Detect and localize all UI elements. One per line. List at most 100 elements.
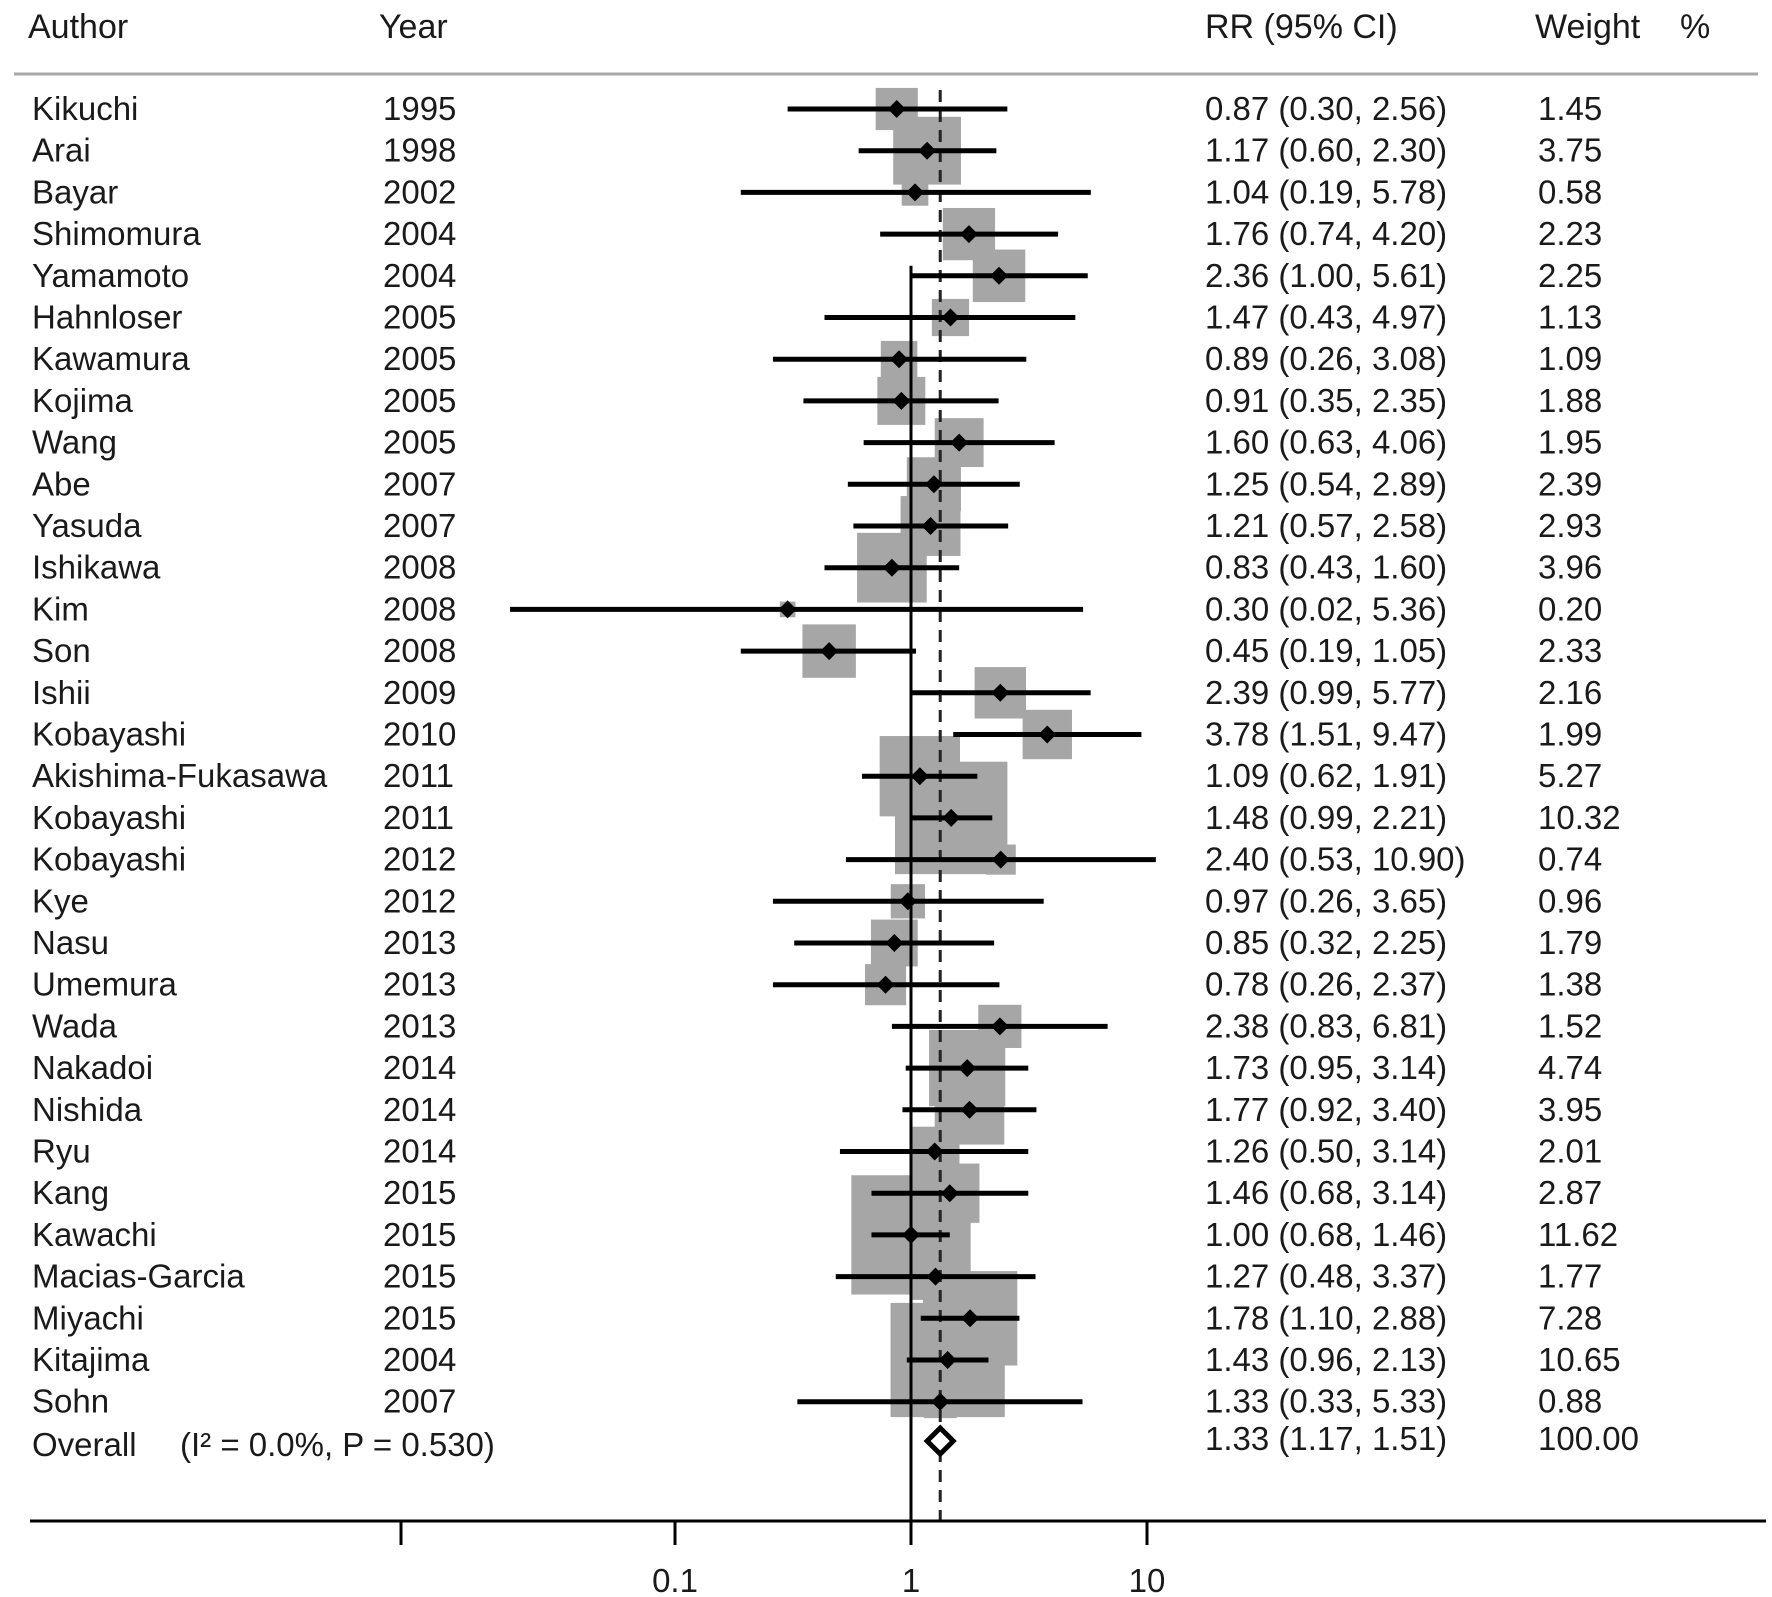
- study-year: 2015: [383, 1299, 456, 1336]
- study-weight: 1.13: [1538, 299, 1602, 336]
- study-year: 2007: [383, 1383, 456, 1420]
- study-weight: 2.23: [1538, 215, 1602, 252]
- point-estimate-marker: [961, 1309, 980, 1328]
- study-author: Yamamoto: [32, 257, 189, 294]
- x-axis-tick-label: 1: [902, 1562, 920, 1597]
- point-estimate-marker: [906, 183, 925, 202]
- study-year: 2008: [383, 632, 456, 669]
- study-author: Miyachi: [32, 1299, 144, 1336]
- study-weight: 3.96: [1538, 549, 1602, 586]
- study-weight: 3.75: [1538, 132, 1602, 169]
- study-rr-ci: 1.21 (0.57, 2.58): [1205, 507, 1447, 544]
- point-estimate-marker: [959, 225, 978, 244]
- study-rows-layer: Kikuchi 1995 0.87 (0.30, 2.56) 1.45 Arai 1998…: [32, 90, 1621, 1420]
- study-year: 2004: [383, 1341, 456, 1378]
- study-author: Akishima-Fukasawa: [32, 757, 328, 794]
- study-weight: 0.20: [1538, 590, 1602, 627]
- overall-label: Overall: [32, 1426, 137, 1463]
- point-estimate-marker: [918, 141, 937, 160]
- study-rr-ci: 1.43 (0.96, 2.13): [1205, 1341, 1447, 1378]
- study-author: Wang: [32, 424, 117, 461]
- study-author: Kitajima: [32, 1341, 150, 1378]
- point-estimate-marker: [882, 558, 901, 577]
- study-year: 2011: [383, 757, 454, 794]
- study-weight: 7.28: [1538, 1299, 1602, 1336]
- study-year: 2013: [383, 924, 456, 961]
- study-author: Kang: [32, 1174, 109, 1211]
- confidence-intervals-layer: [510, 100, 1156, 1411]
- point-estimate-marker: [876, 975, 895, 994]
- study-author: Macias-Garcia: [32, 1258, 245, 1295]
- study-weight: 1.45: [1538, 90, 1602, 127]
- point-estimate-marker: [942, 808, 961, 827]
- overall-weight: 100.00: [1538, 1420, 1639, 1457]
- point-estimate-marker: [991, 683, 1010, 702]
- study-rr-ci: 1.09 (0.62, 1.91): [1205, 757, 1447, 794]
- point-estimate-marker: [931, 1392, 950, 1411]
- study-year: 2013: [383, 1007, 456, 1044]
- study-weight: 2.87: [1538, 1174, 1602, 1211]
- study-year: 2012: [383, 882, 456, 919]
- study-weight: 2.16: [1538, 674, 1602, 711]
- study-rr-ci: 0.89 (0.26, 3.08): [1205, 340, 1447, 377]
- study-year: 2005: [383, 299, 456, 336]
- point-estimate-marker: [910, 767, 929, 786]
- point-estimate-marker: [898, 892, 917, 911]
- study-rr-ci: 0.83 (0.43, 1.60): [1205, 549, 1447, 586]
- study-author: Kawamura: [32, 340, 190, 377]
- study-author: Abe: [32, 465, 91, 502]
- study-weight: 0.58: [1538, 173, 1602, 210]
- study-rr-ci: 2.40 (0.53, 10.90): [1205, 841, 1466, 878]
- point-estimate-marker: [940, 1184, 959, 1203]
- overall-diamond: [923, 1424, 957, 1458]
- study-rr-ci: 3.78 (1.51, 9.47): [1205, 716, 1447, 753]
- overall-rr-ci: 1.33 (1.17, 1.51): [1205, 1420, 1447, 1457]
- study-author: Yasuda: [32, 507, 142, 544]
- point-estimate-marker: [924, 475, 943, 494]
- header-rr-ci: RR (95% CI): [1205, 8, 1398, 46]
- point-estimate-marker: [902, 1225, 920, 1244]
- point-estimate-marker: [885, 934, 904, 952]
- study-rr-ci: 2.38 (0.83, 6.81): [1205, 1007, 1447, 1044]
- point-estimate-marker: [958, 1059, 977, 1078]
- study-weight: 0.96: [1538, 882, 1602, 919]
- point-estimate-marker: [820, 642, 839, 661]
- study-rr-ci: 1.26 (0.50, 3.14): [1205, 1133, 1447, 1170]
- point-estimate-marker: [950, 433, 969, 452]
- point-estimate-marker: [941, 308, 960, 327]
- study-weight: 5.27: [1538, 757, 1602, 794]
- study-author: Ishikawa: [32, 549, 161, 586]
- overall-heterogeneity: (I² = 0.0%, P = 0.530): [180, 1426, 495, 1463]
- point-estimate-marker: [1038, 725, 1057, 744]
- study-year: 2013: [383, 966, 456, 1003]
- study-rr-ci: 1.17 (0.60, 2.30): [1205, 132, 1447, 169]
- study-author: Nakadoi: [32, 1049, 153, 1086]
- study-weight: 4.74: [1538, 1049, 1602, 1086]
- study-weight: 2.33: [1538, 632, 1602, 669]
- study-year: 2004: [383, 215, 456, 252]
- weight-boxes-layer: [779, 87, 1072, 1419]
- study-year: 2012: [383, 841, 456, 878]
- study-weight: 1.52: [1538, 1007, 1602, 1044]
- study-year: 2010: [383, 716, 456, 753]
- study-year: 2014: [383, 1133, 456, 1170]
- point-estimate-marker: [990, 266, 1009, 285]
- study-weight: 11.62: [1538, 1216, 1618, 1253]
- study-year: 2014: [383, 1049, 456, 1086]
- study-weight: 2.25: [1538, 257, 1602, 294]
- point-estimate-marker: [890, 350, 909, 369]
- study-year: 2005: [383, 382, 456, 419]
- study-rr-ci: 1.77 (0.92, 3.40): [1205, 1091, 1447, 1128]
- study-weight: 10.32: [1538, 799, 1621, 836]
- study-author: Bayar: [32, 173, 118, 210]
- study-author: Nasu: [32, 924, 109, 961]
- study-rr-ci: 2.36 (1.00, 5.61): [1205, 257, 1447, 294]
- study-rr-ci: 1.27 (0.48, 3.37): [1205, 1258, 1447, 1295]
- study-year: 2008: [383, 549, 456, 586]
- study-year: 2002: [383, 173, 456, 210]
- study-year: 2008: [383, 590, 456, 627]
- header-weight-unit: %: [1680, 8, 1710, 46]
- x-axis-tick-label: 10: [1129, 1562, 1166, 1597]
- study-author: Kawachi: [32, 1216, 157, 1253]
